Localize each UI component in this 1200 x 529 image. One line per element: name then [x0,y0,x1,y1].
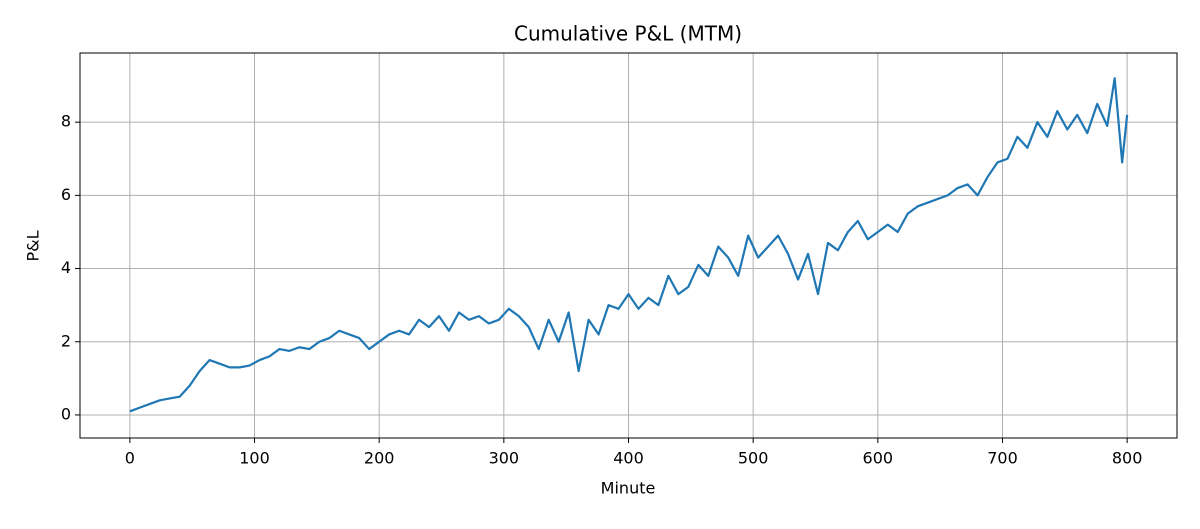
y-tick-label: 6 [61,185,71,204]
x-tick-label: 700 [987,449,1018,468]
x-tick-label: 600 [863,449,894,468]
x-tick-label: 300 [489,449,520,468]
y-tick-label: 0 [61,404,71,423]
y-tick-label: 2 [61,331,71,350]
x-tick-label: 100 [239,449,270,468]
chart-title: Cumulative P&L (MTM) [514,22,742,46]
y-tick-label: 8 [61,112,71,131]
x-tick-label: 0 [125,449,135,468]
y-axis-label: P&L [24,230,43,261]
x-tick-label: 400 [613,449,644,468]
x-tick-label: 500 [738,449,769,468]
y-tick-label: 4 [61,258,71,277]
x-tick-label: 200 [364,449,395,468]
x-axis-label: Minute [601,479,656,498]
line-series [129,77,1129,413]
plot-frame [79,52,1178,439]
x-tick-label: 800 [1112,449,1143,468]
